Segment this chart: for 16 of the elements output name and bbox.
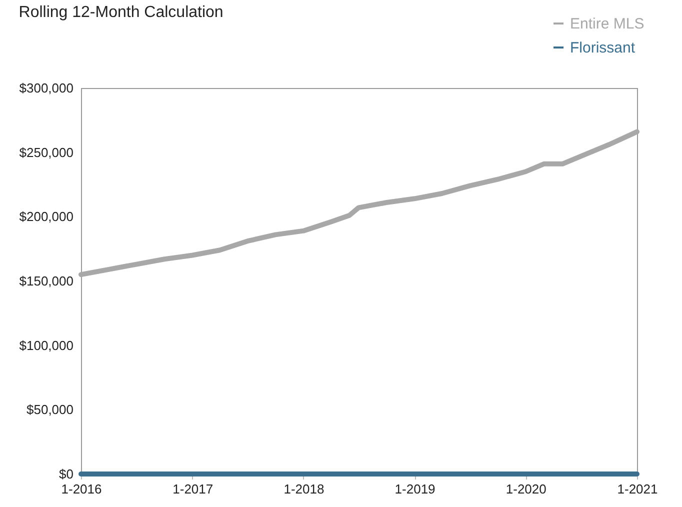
x-tick-label: 1-2019: [394, 482, 436, 496]
x-tick-label: 1-2018: [284, 482, 324, 496]
y-tick-label: $50,000: [26, 402, 74, 418]
x-tick-label: 1-2021: [617, 482, 658, 496]
x-tick-label: 1-2016: [61, 482, 102, 496]
y-tick-label: $0: [59, 466, 74, 482]
y-tick-label: $200,000: [19, 209, 74, 224]
x-tick-label: 1-2020: [506, 482, 546, 496]
legend-label: Florissant: [570, 40, 636, 56]
legend-label: Entire MLS: [570, 16, 644, 32]
y-tick-label: $150,000: [19, 274, 74, 288]
chart-title: Rolling 12-Month Calculation: [18, 4, 224, 21]
y-tick-label: $300,000: [19, 80, 74, 96]
y-tick-label: $250,000: [19, 144, 74, 160]
x-tick-label: 1-2017: [172, 482, 214, 496]
y-tick-label: $100,000: [19, 338, 74, 353]
